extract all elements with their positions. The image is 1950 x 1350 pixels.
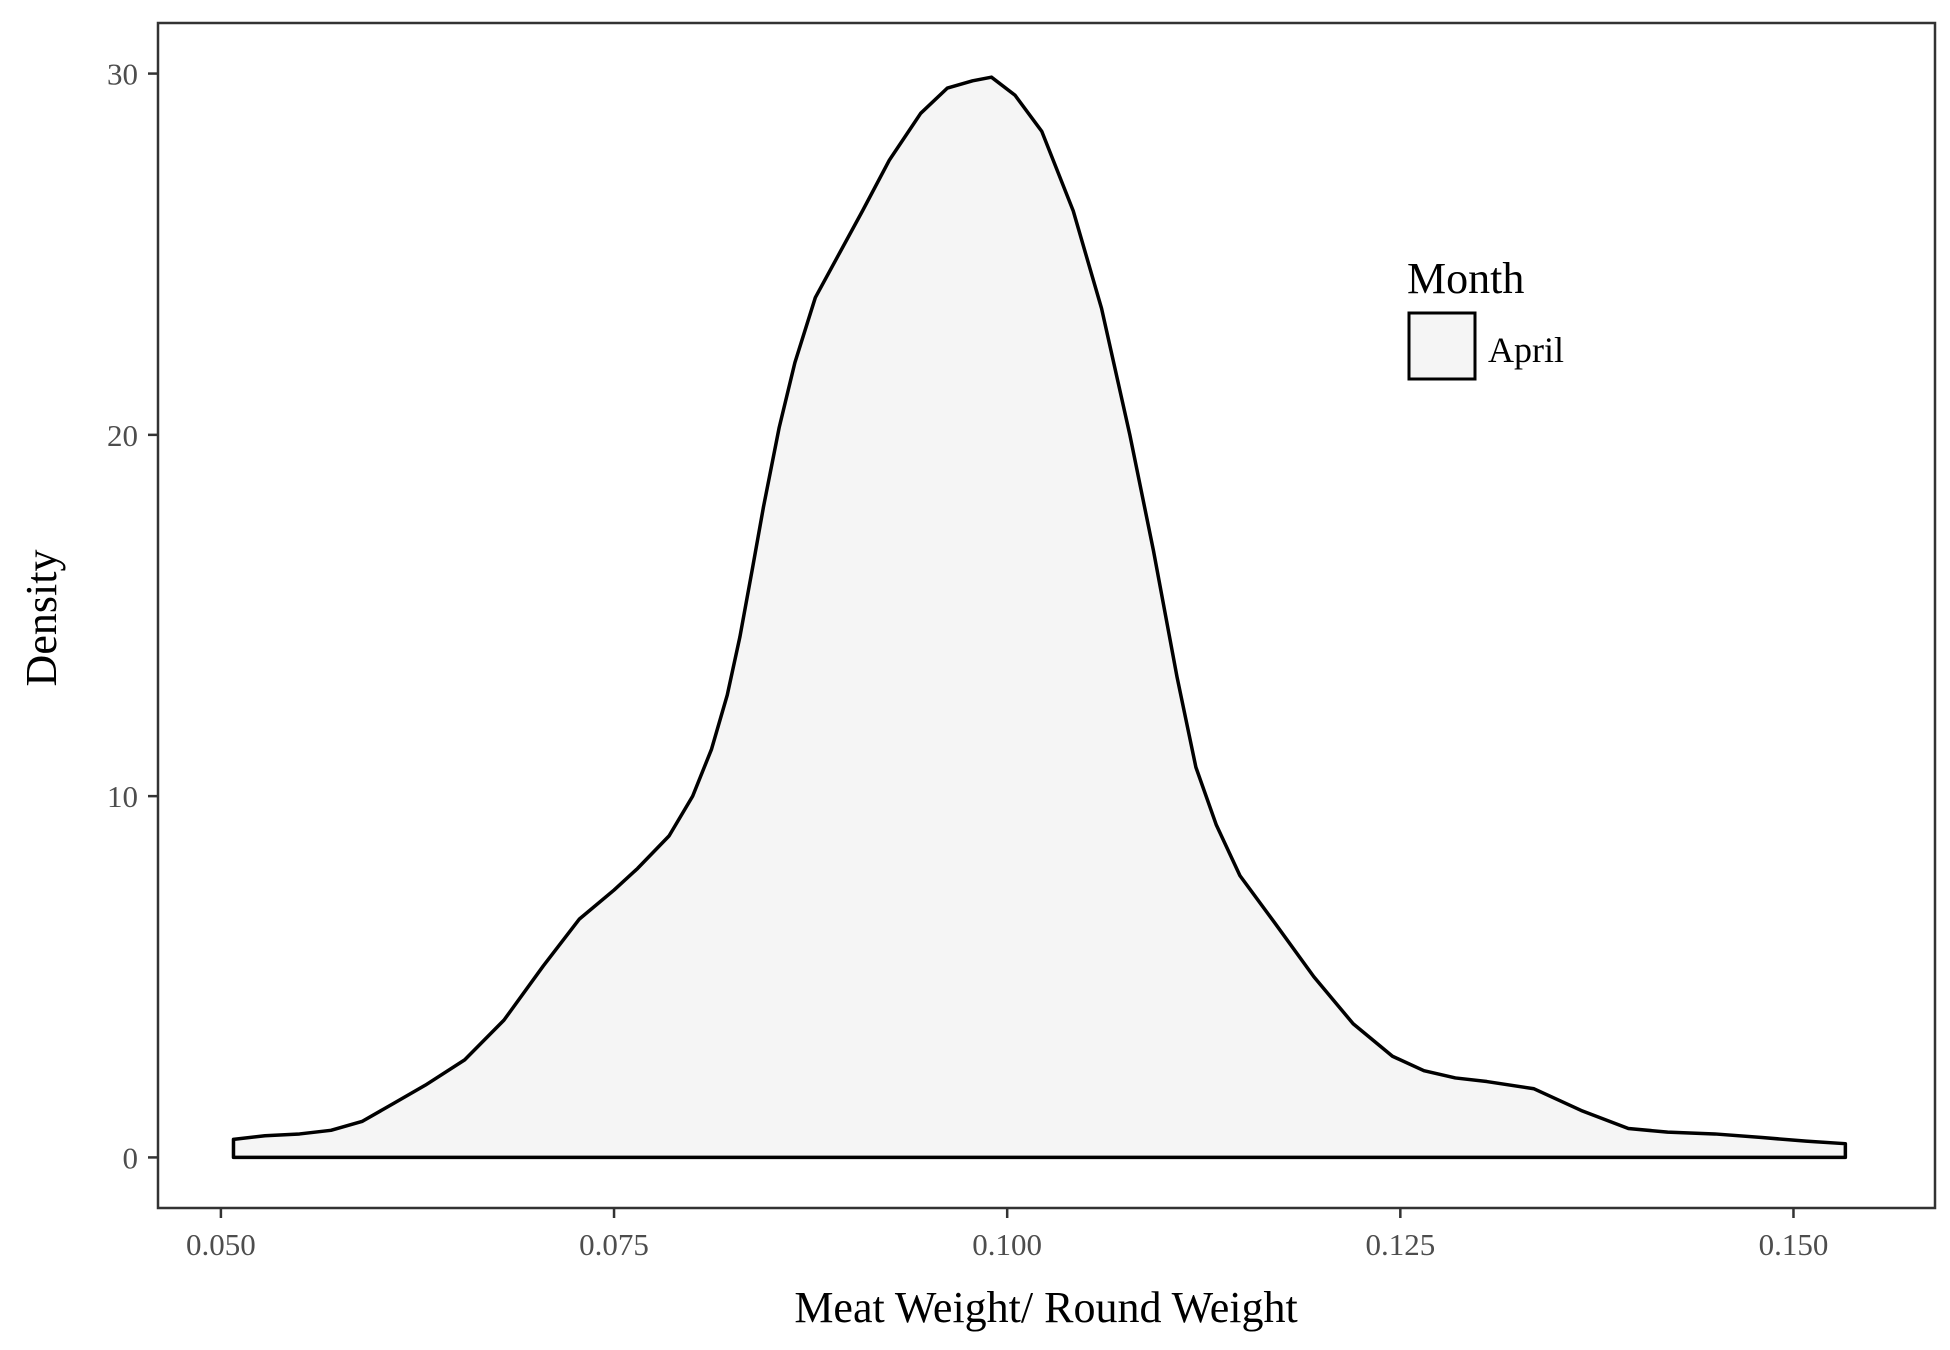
legend: Month April [1407,254,1564,381]
x-tick-label: 0.125 [1365,1227,1435,1262]
x-axis: 0.050 0.075 0.100 0.125 0.150 [186,1208,1828,1262]
y-tick-label: 0 [123,1140,139,1175]
y-axis: 0 10 20 30 [107,57,158,1175]
legend-label-april: April [1488,330,1564,370]
density-area-april [231,75,1848,1160]
y-tick-label: 20 [107,418,138,453]
x-tick-label: 0.100 [972,1227,1042,1262]
x-axis-title: Meat Weight/ Round Weight [794,1283,1297,1332]
y-tick-label: 10 [107,779,138,814]
y-tick-label: 30 [107,57,138,92]
legend-title: Month [1407,254,1524,303]
y-axis-title: Density [17,550,66,687]
x-tick-label: 0.050 [186,1227,256,1262]
legend-key-april [1407,311,1477,381]
series-layer [231,75,1848,1160]
x-tick-label: 0.075 [579,1227,649,1262]
x-tick-label: 0.150 [1759,1227,1829,1262]
